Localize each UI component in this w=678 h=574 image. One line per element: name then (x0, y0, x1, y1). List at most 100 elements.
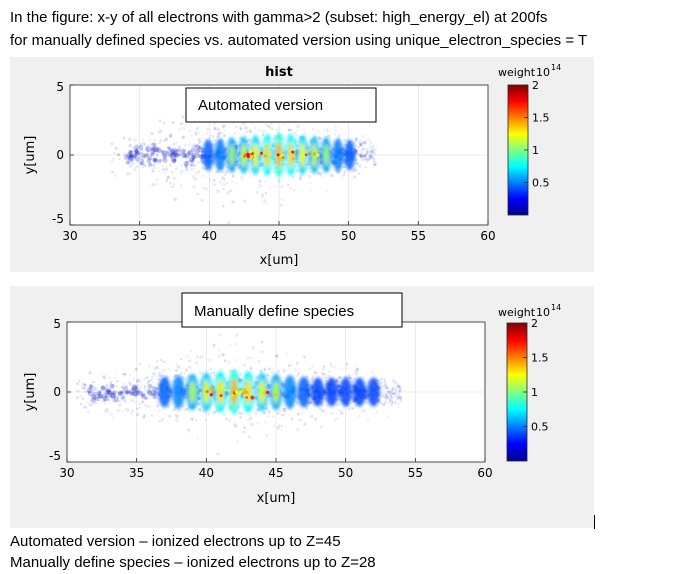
halo-point (264, 420, 267, 423)
halo-point (147, 380, 151, 384)
halo-point (222, 125, 225, 128)
halo-point (206, 358, 209, 361)
halo-point (249, 366, 253, 370)
halo-point (156, 360, 159, 363)
halo-point (366, 161, 369, 163)
core-point (150, 152, 155, 157)
hot-spot (312, 152, 317, 156)
halo-point (364, 166, 367, 169)
halo-point (140, 392, 143, 395)
halo-point (337, 134, 341, 138)
halo-point (227, 221, 231, 224)
halo-point (332, 139, 335, 142)
core-point (107, 390, 112, 395)
halo-point (312, 403, 316, 407)
halo-point (235, 182, 239, 185)
halo-point (396, 392, 401, 396)
colorbar-tick-label: 2 (532, 79, 539, 92)
halo-point (251, 345, 255, 350)
core-point (98, 389, 102, 394)
core-point (110, 391, 115, 396)
halo-point (184, 377, 188, 381)
core-point (125, 161, 130, 165)
halo-point (394, 389, 397, 392)
halo-point (282, 368, 286, 372)
halo-point (157, 130, 162, 134)
halo-point (140, 391, 144, 395)
colorbar-ticks: 2 1.5 1 0.5 (524, 79, 550, 190)
halo-point (217, 135, 220, 138)
halo-point (295, 133, 299, 137)
halo-point (202, 410, 206, 414)
core-point (100, 385, 106, 390)
halo-point (128, 143, 132, 147)
halo-point (116, 390, 120, 394)
core-point (195, 153, 200, 159)
halo-point (311, 128, 315, 131)
core-point (99, 394, 103, 399)
halo-point (116, 395, 120, 399)
halo-point (107, 411, 111, 414)
halo-point (83, 383, 87, 387)
halo-point (258, 179, 262, 183)
halo-point (299, 418, 303, 422)
core-point (132, 384, 138, 390)
halo-point (317, 132, 320, 135)
halo-point (266, 373, 270, 377)
halo-point (389, 398, 393, 402)
core-point (173, 148, 178, 153)
halo-point (305, 375, 309, 379)
halo-point (185, 167, 189, 171)
halo-point (239, 372, 242, 376)
core-point (133, 391, 139, 397)
halo-point (152, 152, 156, 155)
halo-point (293, 368, 297, 372)
core-point (171, 151, 175, 156)
halo-point (153, 395, 156, 399)
halo-point (141, 416, 146, 420)
core-point (134, 148, 139, 153)
y-tick-label: 5 (53, 317, 61, 331)
halo-point (139, 380, 143, 384)
halo-point (170, 155, 173, 158)
bunch (339, 377, 352, 407)
halo-point (359, 155, 363, 159)
halo-point (296, 371, 301, 375)
halo-point (281, 407, 286, 411)
halo-point (146, 144, 149, 147)
halo-point (198, 371, 202, 375)
halo-point (251, 370, 254, 374)
core-point (147, 155, 153, 161)
halo-point (170, 186, 173, 189)
halo-point (353, 167, 357, 171)
halo-point (156, 158, 160, 162)
halo-point (152, 381, 155, 384)
core-point (171, 156, 177, 163)
halo-point (302, 355, 306, 359)
bunch-core (188, 381, 196, 403)
halo-point (185, 355, 189, 359)
halo-point (116, 395, 119, 398)
halo-point (165, 168, 168, 172)
halo-point (109, 376, 112, 379)
halo-point (193, 144, 197, 148)
halo-point (247, 435, 251, 439)
halo-point (175, 363, 178, 366)
hot-spot (274, 392, 278, 396)
halo-point (155, 153, 159, 157)
halo-point (202, 186, 205, 189)
halo-point (283, 148, 287, 152)
halo-point (385, 386, 390, 390)
halo-point (196, 437, 200, 440)
halo-point (200, 154, 204, 158)
x-tick-label: 35 (132, 229, 147, 243)
halo-point (196, 355, 200, 359)
halo-point (240, 128, 243, 131)
halo-point (296, 412, 301, 416)
footnote-automated: Automated version – ionized electrons up… (10, 533, 341, 550)
halo-point (146, 415, 149, 418)
halo-point (225, 140, 228, 144)
bunch-core (228, 144, 235, 166)
hot-spot (299, 152, 304, 157)
halo-point (200, 198, 204, 202)
